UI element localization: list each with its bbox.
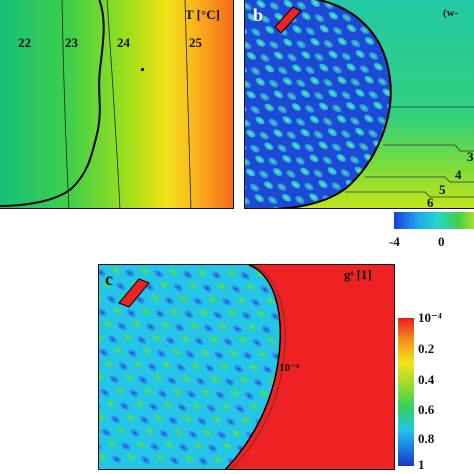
isotherm-label: 24 — [117, 35, 130, 50]
colorbar-b — [394, 212, 474, 229]
colorbar-c-tick: 1 — [418, 457, 425, 472]
contour-label: 5 — [439, 182, 446, 197]
colorbar-c-tick: 0.2 — [418, 341, 435, 356]
isotherm-line-25 — [184, 0, 192, 208]
panel-b-concentration-map: b (w- 3 4 5 6 — [244, 0, 474, 209]
contour-label: 3 — [467, 149, 474, 164]
contour-label: 10⁻⁴ — [279, 362, 300, 374]
segregation-spot — [274, 6, 302, 34]
solid-front-line-a — [0, 0, 105, 207]
isotherm-label: 22 — [18, 35, 31, 50]
unit-label-a: T [°C] — [185, 7, 220, 22]
unit-label-b: (w- — [443, 7, 459, 19]
isotherm-line-23 — [61, 0, 70, 208]
colorbar-c-tick: 0.4 — [418, 372, 435, 387]
contour-label: 4 — [455, 167, 462, 182]
panel-b-field — [245, 0, 474, 208]
colorbar-b-tick: 0 — [438, 234, 445, 249]
panel-letter-c: c — [105, 269, 113, 289]
colorbar-c — [398, 318, 414, 466]
solid-front-line-c — [224, 265, 281, 469]
isotherm-label: 25 — [189, 35, 202, 50]
colorbar-c-tick: 10⁻⁴ — [418, 310, 442, 325]
panel-a-temperature-map: 22 23 24 25 T [°C] — [0, 0, 234, 209]
colorbar-b-tick: -4 — [389, 234, 400, 249]
isotherm-line-24 — [106, 0, 121, 208]
panel-a-contours — [0, 0, 192, 208]
segregation-spot — [118, 278, 150, 308]
panel-c-solid-fraction-map: c gˢ [1] 10⁻⁴ — [98, 264, 395, 470]
contour-label: 6 — [427, 195, 434, 209]
panel-letter-b: b — [253, 5, 264, 25]
unit-label-c: gˢ [1] — [344, 267, 372, 282]
colorbar-c-tick: 0.8 — [418, 431, 435, 446]
panel-c-field — [99, 265, 394, 469]
isotherm-label: 23 — [65, 35, 78, 50]
solid-front-line-b — [277, 0, 392, 208]
colorbar-c-tick: 0.6 — [418, 402, 435, 417]
